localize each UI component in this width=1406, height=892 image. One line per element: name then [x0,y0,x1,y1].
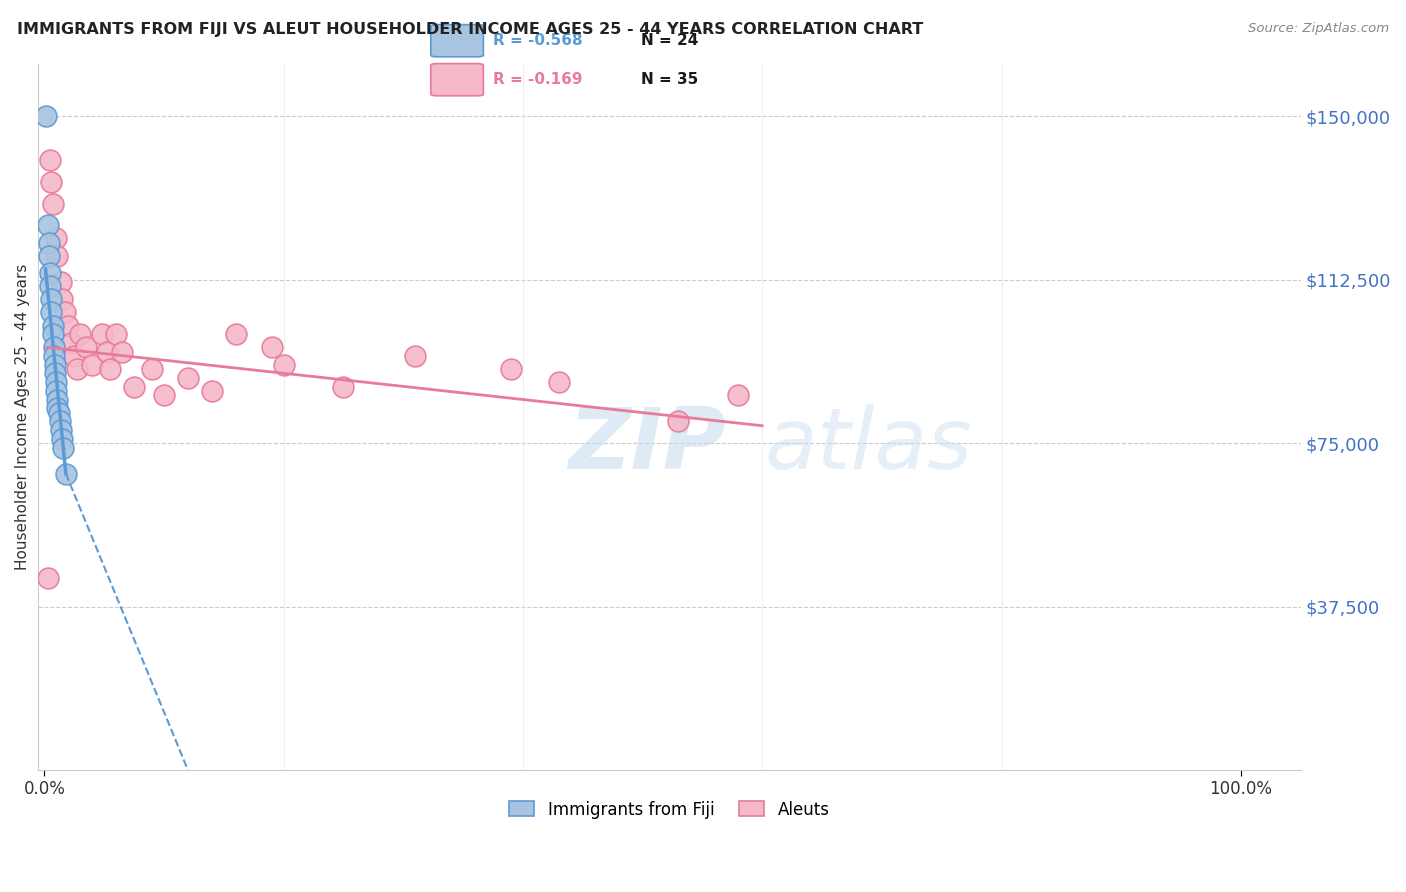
Point [39,279,62,293]
Point [727,388,749,402]
Point [122,379,145,393]
Point [96,344,118,359]
Point [75,340,97,354]
Point [49,275,72,289]
Point [59,335,82,350]
Point [46,392,69,407]
Text: N = 24: N = 24 [641,33,699,48]
Point [63,349,86,363]
Point [37,571,59,585]
Point [547,375,569,389]
Point [58,318,80,333]
Point [404,349,426,363]
Point [668,414,690,428]
Text: N = 35: N = 35 [641,72,699,87]
Point [41,327,63,342]
FancyBboxPatch shape [430,63,484,95]
Text: R = -0.568: R = -0.568 [492,33,582,48]
Point [332,379,354,393]
Point [45,375,67,389]
Point [141,362,163,376]
Point [49,414,72,428]
Point [38,249,60,263]
Legend: Immigrants from Fiji, Aleuts: Immigrants from Fiji, Aleuts [503,794,837,825]
Point [105,327,128,342]
Point [39,266,62,280]
Point [41,305,63,319]
Point [225,327,247,342]
Point [39,153,62,167]
Point [273,358,295,372]
Point [46,401,69,416]
Point [46,249,69,263]
Point [55,467,77,481]
Point [82,358,104,372]
Point [90,327,112,342]
Text: IMMIGRANTS FROM FIJI VS ALEUT HOUSEHOLDER INCOME AGES 25 - 44 YEARS CORRELATION : IMMIGRANTS FROM FIJI VS ALEUT HOUSEHOLDE… [17,22,924,37]
Text: atlas: atlas [763,404,972,487]
Point [42,349,65,363]
Point [111,344,134,359]
Point [52,441,75,455]
Point [37,219,59,233]
Point [51,293,73,307]
Point [177,371,200,385]
Y-axis label: Householder Income Ages 25 - 44 years: Householder Income Ages 25 - 44 years [15,264,30,570]
Text: R = -0.169: R = -0.169 [492,72,582,87]
Point [41,175,63,189]
Point [69,327,91,342]
Point [44,367,66,381]
Point [42,340,65,354]
Point [45,384,67,398]
Text: ZIP: ZIP [568,404,725,487]
Point [41,293,63,307]
Point [45,231,67,245]
Point [44,358,66,372]
FancyBboxPatch shape [430,25,484,57]
Point [260,340,283,354]
Text: Source: ZipAtlas.com: Source: ZipAtlas.com [1249,22,1389,36]
Point [65,362,87,376]
Point [51,432,73,446]
Point [41,196,63,211]
Point [38,235,60,250]
Point [49,423,72,437]
Point [98,362,121,376]
Point [34,109,56,123]
Point [53,305,76,319]
Point [153,388,176,402]
Point [41,318,63,333]
Point [499,362,522,376]
Point [48,406,70,420]
Point [201,384,224,398]
